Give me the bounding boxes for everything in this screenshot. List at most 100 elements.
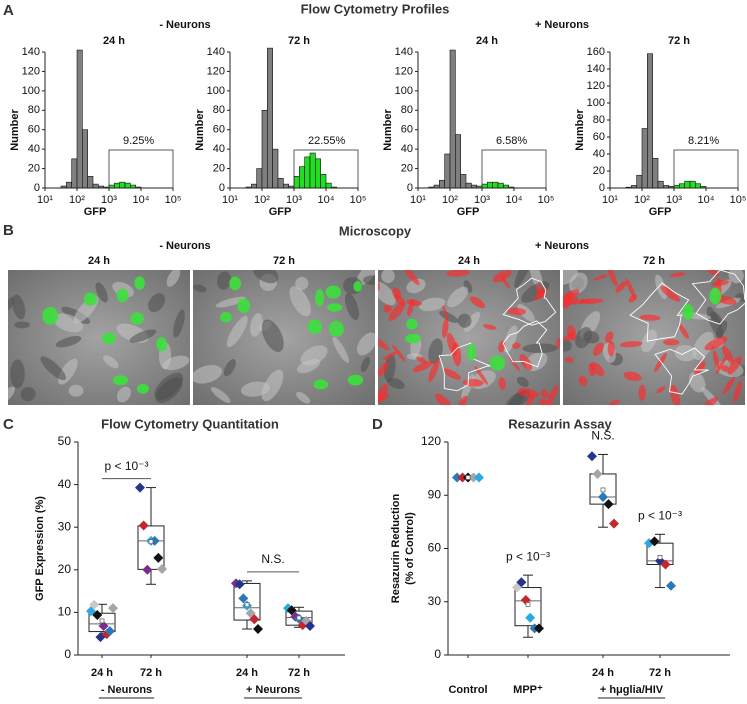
chart-title: 24 h (476, 35, 498, 47)
data-point (139, 520, 149, 530)
y-tick-label: 90 (428, 487, 442, 501)
histogram-bar (315, 159, 320, 188)
y-axis-label: GFP Expression (%) (34, 496, 46, 601)
mean (297, 616, 301, 620)
y-tick-label: 100 (587, 97, 605, 109)
gfp-cell (353, 281, 362, 292)
histogram-bar (299, 167, 304, 188)
histogram-bar (482, 184, 487, 188)
annotation: N.S. (591, 429, 614, 443)
y-tick-label: 60 (401, 124, 413, 136)
data-point (598, 492, 608, 502)
y-axis-label: Number (382, 109, 394, 151)
annotation: p < 10⁻³ (506, 549, 550, 563)
mean (100, 619, 104, 623)
gfp-cell (84, 292, 97, 305)
y-tick-label: 120 (395, 65, 413, 77)
y-tick-label: 80 (401, 104, 413, 116)
y-tick-label: 20 (593, 165, 605, 177)
y-tick-label: 40 (401, 143, 413, 155)
y-tick-label: 20 (401, 162, 413, 174)
gfp-cell (315, 289, 324, 306)
gfp-cell (490, 356, 506, 371)
x-tick-label: 10² (254, 194, 270, 206)
y-tick-label: 80 (28, 104, 40, 116)
gfp-cell (102, 332, 116, 344)
gate (109, 150, 173, 188)
x-tick-label: 10³ (101, 194, 117, 206)
histogram-bar (77, 50, 82, 188)
y-tick-label: 100 (22, 85, 40, 97)
data-point (157, 564, 167, 574)
data-point (253, 624, 263, 634)
x-tick-label: 10¹ (602, 194, 618, 206)
section-title: Microscopy (339, 223, 412, 238)
y-tick-label: 10 (58, 605, 72, 619)
data-point (609, 519, 619, 529)
image-title: 24 h (458, 255, 480, 267)
x-axis-label: GFP (84, 206, 107, 218)
gfp-cell (156, 337, 167, 351)
x-tick-label: 10⁴ (698, 194, 715, 206)
box (138, 526, 164, 569)
mean (601, 488, 605, 492)
data-point (474, 473, 484, 483)
gate-percentage: 22.55% (308, 135, 346, 147)
condition-label: - Neurons (159, 240, 210, 252)
gfp-cell (308, 319, 322, 334)
group-label: + hμglia/HIV (600, 684, 664, 696)
histogram-bar (262, 110, 267, 188)
condition-label: + Neurons (535, 240, 589, 252)
y-tick-label: 160 (587, 46, 605, 58)
histogram-bar (445, 154, 450, 188)
gate-percentage: 8.21% (688, 135, 719, 147)
neuron (638, 385, 645, 401)
data-point (604, 499, 614, 509)
gfp-cell (113, 375, 128, 385)
gfp-cell (348, 375, 364, 386)
y-axis-label: Number (574, 109, 586, 151)
data-point (666, 581, 676, 591)
y-tick-label: 80 (213, 104, 225, 116)
data-point (153, 553, 163, 563)
y-tick-label: 120 (22, 65, 40, 77)
x-tick-label: 10⁴ (506, 194, 523, 206)
section-title: Flow Cytometry Profiles (301, 1, 450, 16)
panel-label: C (3, 416, 14, 433)
histogram-bar (439, 180, 444, 188)
histogram-bar (450, 50, 455, 188)
condition-label: + Neurons (535, 19, 589, 31)
x-tick-label: 72 h (649, 667, 671, 679)
x-axis-label: GFP (649, 206, 672, 218)
y-axis-label: Number (194, 109, 206, 151)
data-point (108, 603, 118, 613)
histogram-bar (487, 182, 492, 188)
x-tick-label: 10⁵ (730, 194, 747, 206)
gfp-cell (237, 299, 250, 313)
panel-label: A (3, 2, 14, 19)
x-tick-label: 10⁵ (350, 194, 367, 206)
histogram-bar (461, 174, 466, 188)
annotation: p < 10⁻³ (104, 459, 148, 473)
y-tick-label: 30 (58, 519, 72, 533)
y-tick-label: 140 (207, 46, 225, 58)
histogram-bar (637, 175, 642, 188)
y-tick-label: 60 (213, 124, 225, 136)
x-tick-label: 10⁵ (538, 194, 555, 206)
x-tick-label: 10² (634, 194, 650, 206)
y-tick-label: 40 (58, 477, 72, 491)
gfp-cell (709, 288, 721, 305)
histogram-bar (257, 169, 262, 188)
y-tick-label: 0 (64, 647, 71, 661)
annotation: N.S. (261, 552, 284, 566)
micrograph (548, 262, 747, 414)
y-tick-label: 50 (58, 434, 72, 448)
gate-percentage: 9.25% (123, 135, 154, 147)
chart-title: Flow Cytometry Quantitation (101, 416, 279, 431)
chart-title: 72 h (288, 35, 310, 47)
gfp-cell (229, 277, 241, 291)
x-tick-label: Control (448, 684, 487, 696)
y-axis-label: Number (9, 109, 21, 151)
histogram-bar (294, 176, 299, 188)
